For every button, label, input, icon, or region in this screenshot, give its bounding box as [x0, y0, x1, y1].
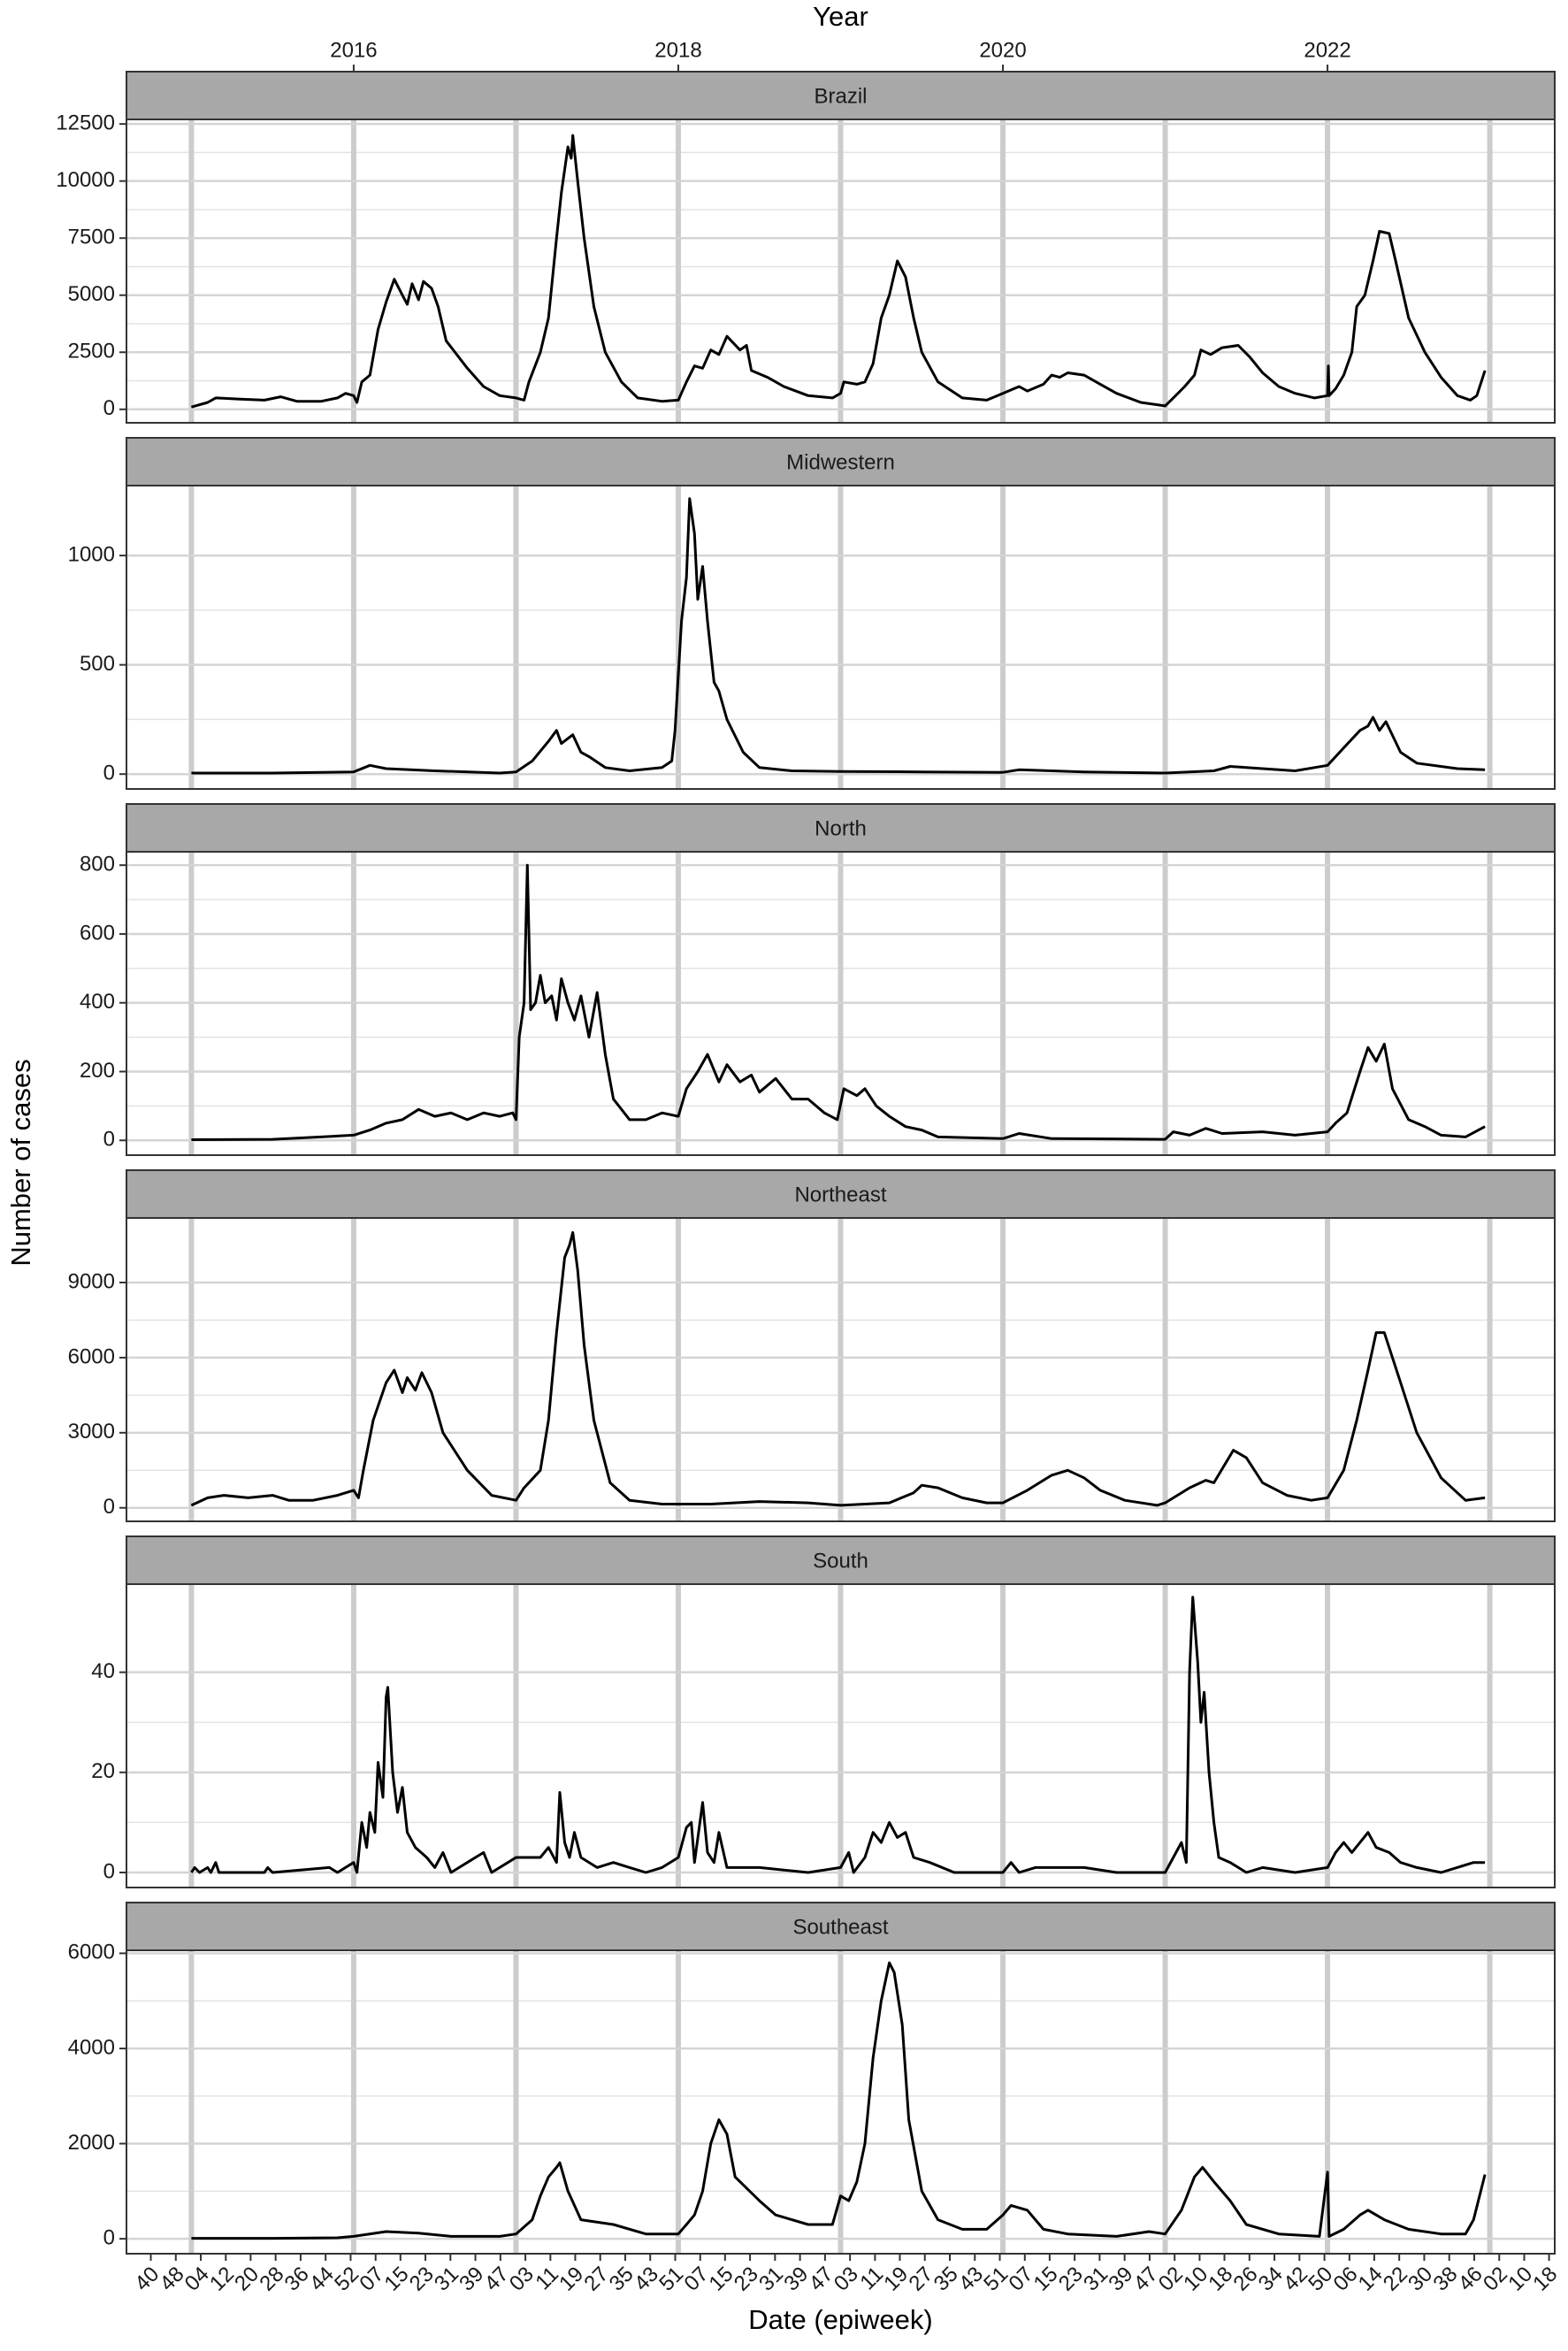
y-tick-label: 7500	[68, 226, 115, 249]
y-tick-label: 0	[103, 1128, 115, 1152]
y-tick-label: 4000	[68, 2035, 115, 2059]
top-tick-label: 2020	[979, 38, 1026, 62]
y-tick-label: 0	[103, 396, 115, 420]
y-tick-label: 800	[80, 853, 115, 877]
top-axis-title: Year	[813, 1, 868, 32]
y-tick-label: 1000	[68, 542, 115, 566]
y-tick-label: 0	[103, 1495, 115, 1519]
strip	[126, 71, 1556, 120]
series-line	[190, 1596, 1486, 1874]
y-tick-label: 20	[91, 1759, 115, 1783]
y-tick-label: 600	[80, 921, 115, 945]
strip-label: Southeast	[792, 1915, 888, 1939]
y-tick-label: 400	[80, 990, 115, 1014]
strip-label: Northeast	[794, 1183, 886, 1206]
y-tick-label: 40	[91, 1659, 115, 1683]
y-tick-label: 2000	[68, 2131, 115, 2155]
strip-label: Midwestern	[786, 450, 895, 474]
strip	[126, 1902, 1556, 1951]
strip	[126, 1535, 1556, 1585]
top-tick-label: 2016	[330, 38, 377, 62]
x-axis-title: Date (epiweek)	[748, 2304, 932, 2335]
strip	[126, 803, 1556, 853]
y-tick-label: 0	[103, 1859, 115, 1883]
strip-label: South	[813, 1549, 868, 1573]
series-line	[191, 863, 1486, 1141]
y-tick-label: 9000	[68, 1269, 115, 1293]
strip	[126, 1169, 1556, 1219]
y-tick-label: 6000	[68, 1941, 115, 1964]
y-tick-label: 0	[103, 2225, 115, 2249]
y-tick-label: 500	[80, 652, 115, 676]
strip-label: Brazil	[814, 84, 867, 108]
y-tick-label: 6000	[68, 1344, 115, 1368]
y-tick-label: 3000	[68, 1420, 115, 1444]
y-tick-label: 2500	[68, 340, 115, 364]
y-tick-label: 12500	[56, 111, 115, 135]
y-tick-label: 10000	[56, 168, 115, 192]
y-tick-label: 5000	[68, 282, 115, 306]
strip-label: North	[815, 816, 867, 840]
top-tick-label: 2022	[1304, 38, 1350, 62]
y-tick-label: 200	[80, 1059, 115, 1083]
y-tick-label: 0	[103, 762, 115, 785]
series-line	[190, 134, 1487, 409]
top-tick-label: 2018	[654, 38, 701, 62]
y-axis-title: Number of cases	[5, 1059, 36, 1266]
series-line	[191, 497, 1486, 775]
series-line	[191, 1961, 1487, 2240]
strip	[126, 437, 1556, 486]
x-tick-label: 18	[1528, 2263, 1562, 2296]
series-line	[190, 1230, 1486, 1507]
